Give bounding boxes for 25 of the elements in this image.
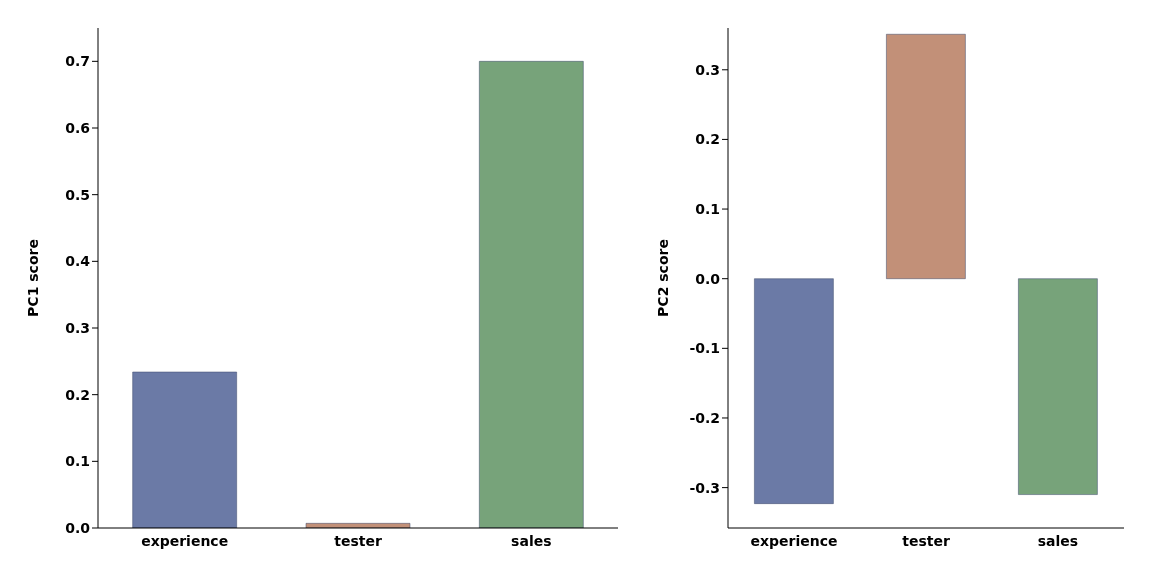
y-tick-label: 0.6: [65, 119, 90, 136]
bar: [132, 371, 238, 528]
y-tick-label: 0.3: [695, 61, 720, 78]
y-axis-title: PC1 score: [24, 239, 41, 317]
y-tick-label: 0.2: [65, 386, 90, 403]
y-tick-label: 0.5: [65, 186, 90, 203]
bar: [478, 60, 584, 528]
x-tick-label: sales: [511, 532, 552, 549]
y-tick-label: 0.2: [695, 131, 720, 148]
y-tick-label: 0.7: [65, 53, 90, 70]
y-tick-label: 0.4: [65, 253, 91, 270]
y-tick-label: 0.3: [65, 319, 90, 336]
y-tick-label: -0.1: [689, 340, 720, 357]
y-tick-label: -0.2: [689, 409, 720, 426]
y-tick-label: 0.0: [695, 270, 721, 287]
y-tick-label: 0.1: [695, 201, 720, 218]
x-tick-label: tester: [902, 532, 950, 549]
x-tick-label: tester: [334, 532, 382, 549]
y-tick-label: 0.0: [65, 519, 91, 536]
y-tick-label: 0.1: [65, 453, 90, 470]
x-tick-label: sales: [1037, 532, 1079, 549]
x-tick-label: experience: [141, 532, 229, 549]
y-tick-label: -0.3: [689, 479, 720, 496]
y-axis-title: PC2 score: [654, 239, 671, 317]
x-tick-label: experience: [750, 532, 838, 549]
